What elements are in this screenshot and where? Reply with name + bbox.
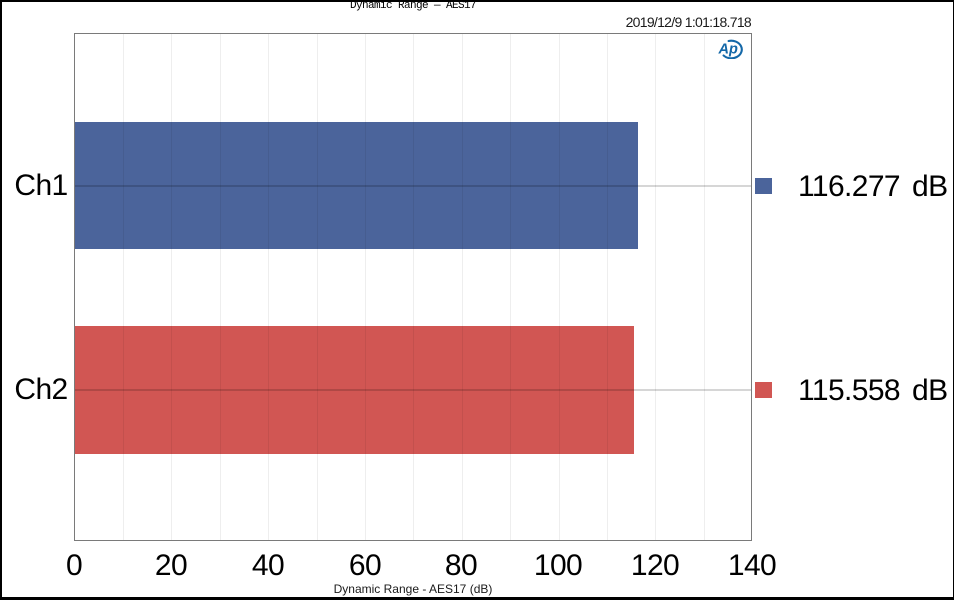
svg-text:Ap: Ap [718,42,738,58]
